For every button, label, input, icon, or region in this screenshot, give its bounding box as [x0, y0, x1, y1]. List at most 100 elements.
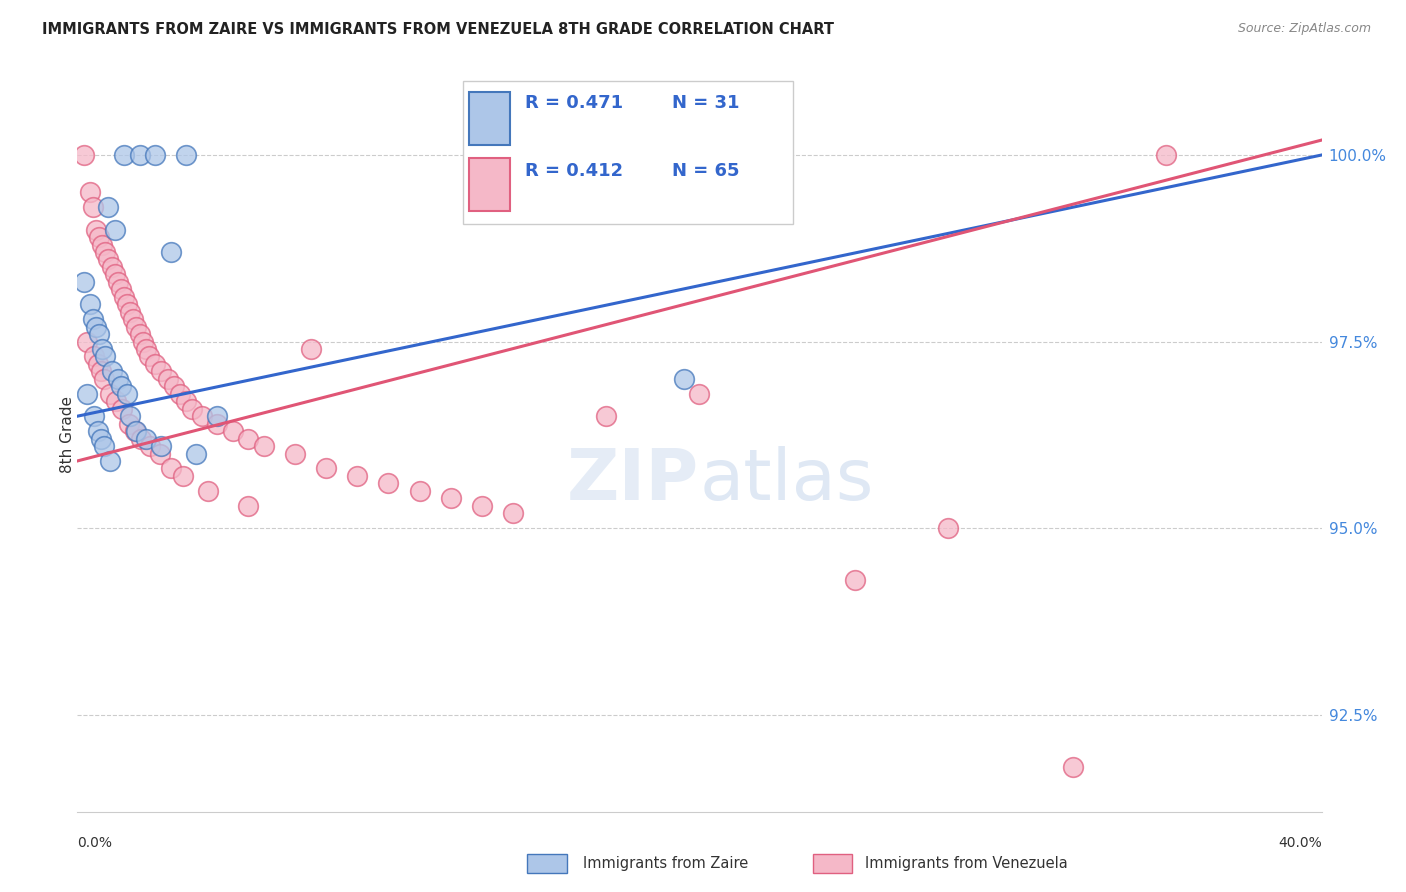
Point [197, 483, 219, 498]
Point [169, 386, 191, 401]
Text: R = 0.412: R = 0.412 [526, 162, 623, 180]
Point [83, 350, 105, 364]
Point [91, 237, 114, 252]
Point [79, 186, 101, 200]
Point [104, 268, 127, 282]
Point [139, 439, 162, 453]
Point [156, 372, 179, 386]
Point [100, 260, 122, 274]
Point [191, 409, 214, 424]
Point [315, 461, 337, 475]
Point [143, 148, 166, 162]
Point [184, 446, 207, 460]
Point [502, 506, 524, 520]
Point [172, 469, 194, 483]
Point [128, 148, 150, 162]
Point [93, 439, 115, 453]
Text: N = 31: N = 31 [672, 95, 740, 112]
Point [163, 379, 186, 393]
Point [131, 334, 153, 349]
Point [174, 394, 197, 409]
Text: R = 0.471: R = 0.471 [526, 95, 623, 112]
Text: ZIP: ZIP [567, 446, 700, 515]
Point [377, 476, 399, 491]
Point [94, 245, 117, 260]
Point [149, 446, 172, 460]
Point [120, 409, 142, 424]
Point [207, 409, 229, 424]
FancyBboxPatch shape [470, 158, 510, 211]
Point [299, 342, 322, 356]
Point [72, 275, 94, 289]
Point [115, 386, 138, 401]
Point [93, 372, 115, 386]
Point [83, 409, 105, 424]
Point [844, 574, 866, 588]
Point [91, 342, 114, 356]
Point [222, 424, 245, 438]
Point [938, 521, 960, 535]
Point [125, 424, 148, 438]
Point [90, 364, 112, 378]
Point [129, 432, 152, 446]
Point [112, 290, 135, 304]
Point [143, 357, 166, 371]
Text: Immigrants from Zaire: Immigrants from Zaire [583, 856, 749, 871]
Point [87, 230, 110, 244]
Point [207, 417, 229, 431]
Point [174, 148, 197, 162]
Point [118, 417, 141, 431]
Point [98, 386, 121, 401]
Text: 0.0%: 0.0% [77, 836, 112, 850]
Point [238, 499, 260, 513]
Point [94, 350, 117, 364]
Point [76, 334, 98, 349]
Point [97, 200, 120, 214]
Point [104, 222, 127, 236]
Point [595, 409, 617, 424]
Text: Source: ZipAtlas.com: Source: ZipAtlas.com [1237, 22, 1371, 36]
Point [76, 386, 98, 401]
FancyBboxPatch shape [470, 92, 510, 145]
Y-axis label: 8th Grade: 8th Grade [59, 396, 75, 474]
Text: 40.0%: 40.0% [1278, 836, 1322, 850]
Point [111, 401, 134, 416]
Point [159, 245, 181, 260]
Point [440, 491, 463, 506]
Point [72, 148, 94, 162]
Point [138, 350, 160, 364]
FancyBboxPatch shape [463, 80, 793, 224]
Point [86, 424, 108, 438]
Point [238, 432, 260, 446]
Point [689, 386, 711, 401]
Point [135, 342, 157, 356]
Point [82, 312, 104, 326]
Point [150, 364, 173, 378]
Point [98, 454, 121, 468]
Text: atlas: atlas [700, 446, 875, 515]
Point [181, 401, 204, 416]
Point [107, 372, 129, 386]
Point [124, 424, 146, 438]
Point [159, 461, 181, 475]
Point [672, 372, 695, 386]
Point [128, 327, 150, 342]
Point [86, 357, 108, 371]
Point [122, 312, 145, 326]
Point [90, 432, 112, 446]
Point [84, 319, 107, 334]
Point [79, 297, 101, 311]
Text: Immigrants from Venezuela: Immigrants from Venezuela [865, 856, 1067, 871]
Point [408, 483, 430, 498]
Text: N = 65: N = 65 [672, 162, 740, 180]
Point [253, 439, 276, 453]
Point [107, 275, 129, 289]
Point [115, 297, 138, 311]
Point [110, 379, 132, 393]
Point [110, 282, 132, 296]
Point [105, 394, 128, 409]
Point [284, 446, 307, 460]
Point [87, 327, 110, 342]
Point [100, 364, 122, 378]
Point [150, 439, 173, 453]
